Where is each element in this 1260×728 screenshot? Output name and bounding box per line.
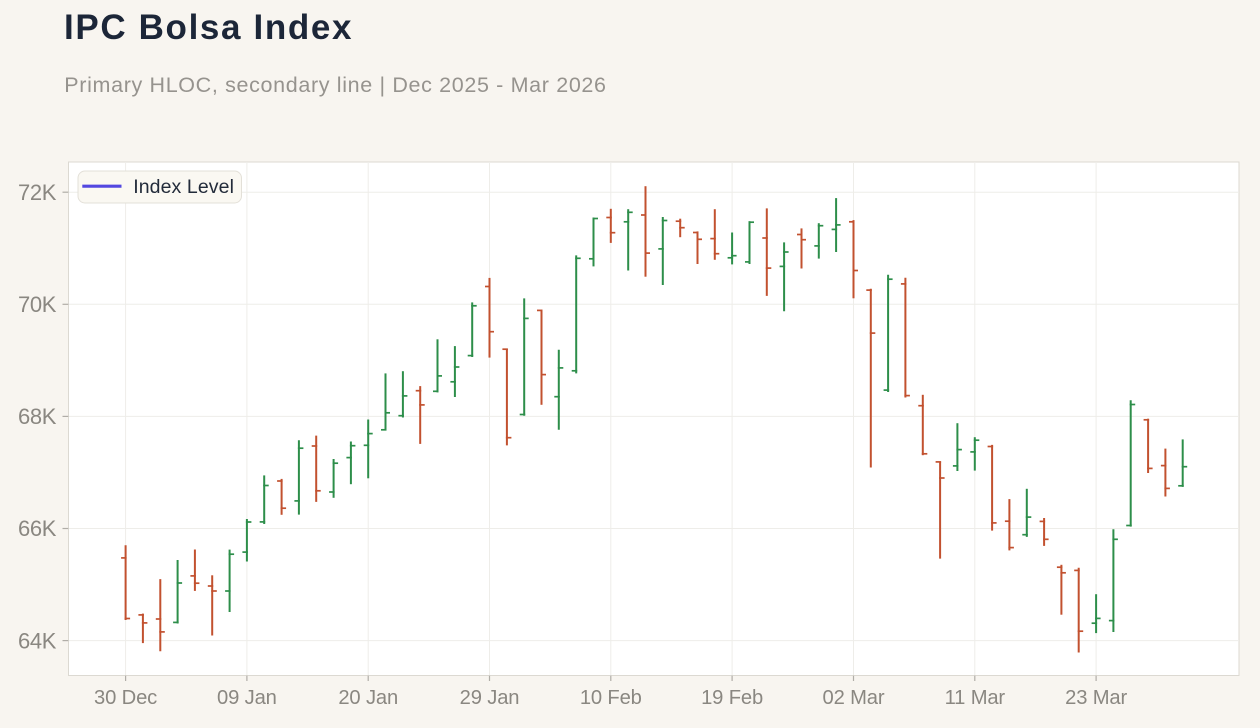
svg-text:68K: 68K xyxy=(18,404,57,429)
svg-text:Index Level: Index Level xyxy=(133,176,234,198)
svg-text:19 Feb: 19 Feb xyxy=(701,687,763,709)
svg-text:11 Mar: 11 Mar xyxy=(945,687,1006,709)
svg-text:23 Mar: 23 Mar xyxy=(1065,687,1127,709)
svg-text:64K: 64K xyxy=(18,628,57,653)
svg-text:09 Jan: 09 Jan xyxy=(217,687,277,709)
svg-text:66K: 66K xyxy=(18,516,57,541)
svg-text:29 Jan: 29 Jan xyxy=(460,687,520,709)
svg-text:20 Jan: 20 Jan xyxy=(338,687,398,709)
svg-text:30 Dec: 30 Dec xyxy=(94,687,157,709)
svg-text:70K: 70K xyxy=(18,292,57,317)
svg-text:02 Mar: 02 Mar xyxy=(823,687,885,709)
svg-text:72K: 72K xyxy=(18,180,57,205)
svg-text:Primary HLOC, secondary line |: Primary HLOC, secondary line | Dec 2025 … xyxy=(64,73,606,97)
svg-text:10 Feb: 10 Feb xyxy=(580,687,642,709)
svg-text:IPC Bolsa Index: IPC Bolsa Index xyxy=(64,8,353,47)
